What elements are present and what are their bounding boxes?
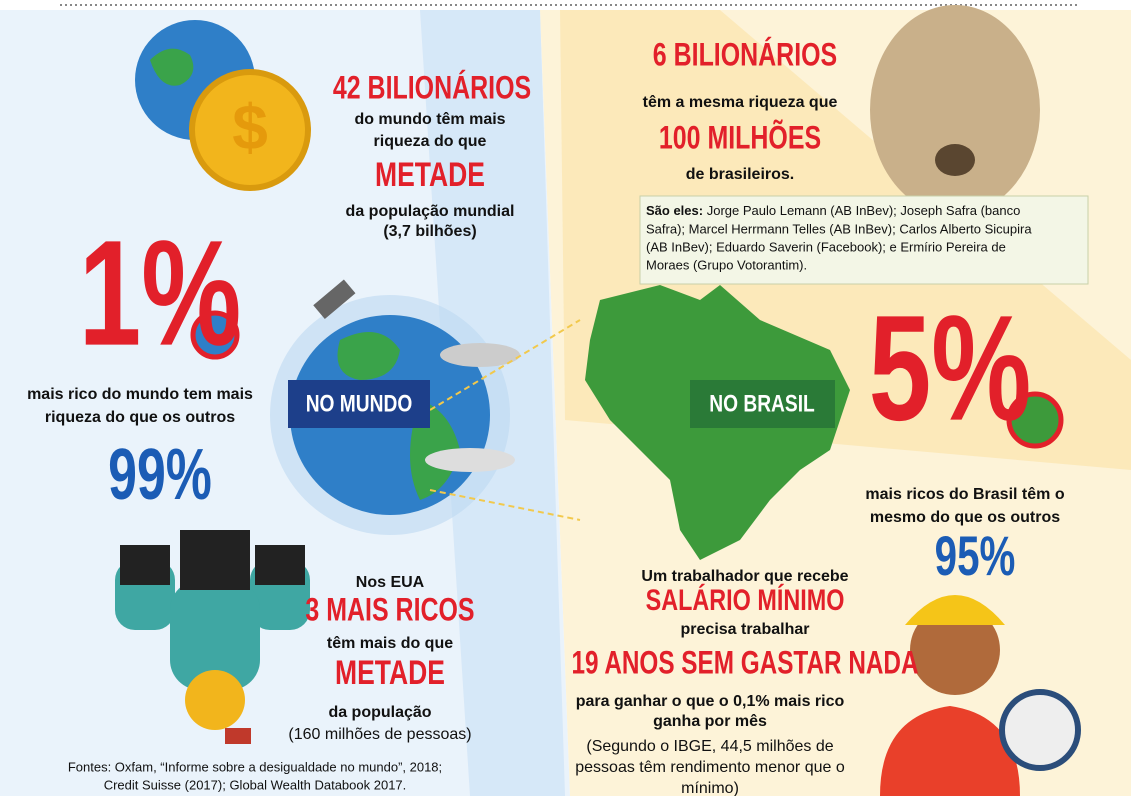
text: mais rico do mundo tem mais	[27, 386, 253, 403]
brazil-icon	[1006, 391, 1064, 449]
text: riqueza do que os outros	[45, 409, 235, 426]
top-hat	[255, 545, 305, 585]
text: da população mundial	[346, 203, 515, 220]
small-globe-land	[150, 48, 194, 86]
big-percent: 5%	[869, 285, 1032, 452]
source: Credit Suisse (2017); Global Wealth Data…	[104, 777, 407, 792]
headline: SALÁRIO MÍNIMO	[646, 582, 845, 617]
text: da população	[328, 704, 431, 721]
text: para ganhar o que o 0,1% mais rico	[576, 693, 845, 710]
label-box	[288, 380, 430, 428]
text: (160 milhões de pessoas)	[288, 726, 471, 743]
top-hat	[180, 530, 250, 590]
headline: METADE	[375, 156, 485, 194]
person	[170, 580, 260, 690]
region-label: NO MUNDO	[306, 389, 413, 417]
coin-symbol: $	[232, 91, 268, 163]
text: riqueza do que	[374, 133, 487, 150]
headline: 19 ANOS SEM GASTAR NADA	[571, 645, 918, 681]
text: têm mais do que	[327, 635, 453, 652]
usa-coin	[185, 670, 245, 730]
text: Um trabalhador que recebe	[641, 568, 848, 585]
text: Nos EUA	[356, 574, 425, 591]
headline: 3 MAIS RICOS	[305, 593, 474, 629]
text: precisa trabalhar	[681, 621, 810, 638]
big-percent: 95%	[935, 525, 1016, 587]
text: (3,7 bilhões)	[383, 223, 476, 240]
big-percent: 1%	[79, 210, 242, 377]
cloud	[425, 448, 515, 472]
headline: METADE	[335, 654, 445, 692]
text: mais ricos do Brasil têm o	[865, 486, 1064, 503]
names-text: Jorge Paulo Lemann (AB InBev); Joseph Sa…	[707, 203, 1021, 218]
connector	[429, 489, 581, 521]
region-label: NO BRASIL	[709, 389, 815, 417]
satellite	[313, 279, 356, 319]
connector	[429, 319, 581, 411]
text: mínimo)	[681, 780, 739, 796]
text: ganha por mês	[653, 713, 767, 730]
headline: 42 BILIONÁRIOS	[333, 68, 531, 106]
names-line: São eles: Jorge Paulo Lemann (AB InBev);…	[646, 203, 1020, 218]
text: pessoas têm rendimento menor que o	[575, 759, 845, 776]
names-line: (AB InBev); Eduardo Saverin (Facebook); …	[646, 239, 1006, 254]
globe-icon	[190, 310, 240, 360]
text: do mundo têm mais	[354, 111, 505, 128]
statue-mouth	[935, 144, 975, 176]
text: mesmo do que os outros	[870, 509, 1060, 526]
names-label: São eles:	[646, 203, 703, 218]
coin	[189, 69, 311, 191]
worker-face	[910, 605, 1000, 695]
clock	[999, 689, 1081, 771]
big-percent: 99%	[108, 435, 212, 515]
names-box	[639, 195, 1089, 285]
text: (Segundo o IBGE, 44,5 milhões de	[586, 738, 833, 755]
cloud	[440, 343, 520, 367]
text: têm a mesma riqueza que	[643, 94, 838, 111]
headline: 6 BILIONÁRIOS	[653, 35, 837, 73]
names-line: Moraes (Grupo Votorantim).	[646, 257, 807, 272]
helmet	[905, 595, 1005, 625]
text: de brasileiros.	[686, 166, 795, 183]
headline: 100 MILHÕES	[659, 118, 821, 156]
names-line: Safra); Marcel Herrmann Telles (AB InBev…	[646, 221, 1032, 236]
usa-flag	[225, 728, 251, 744]
worker	[880, 706, 1020, 796]
top-hat	[120, 545, 170, 585]
source: Fontes: Oxfam, “Informe sobre a desigual…	[68, 759, 442, 774]
label-box	[690, 380, 835, 428]
statue	[870, 5, 1040, 215]
